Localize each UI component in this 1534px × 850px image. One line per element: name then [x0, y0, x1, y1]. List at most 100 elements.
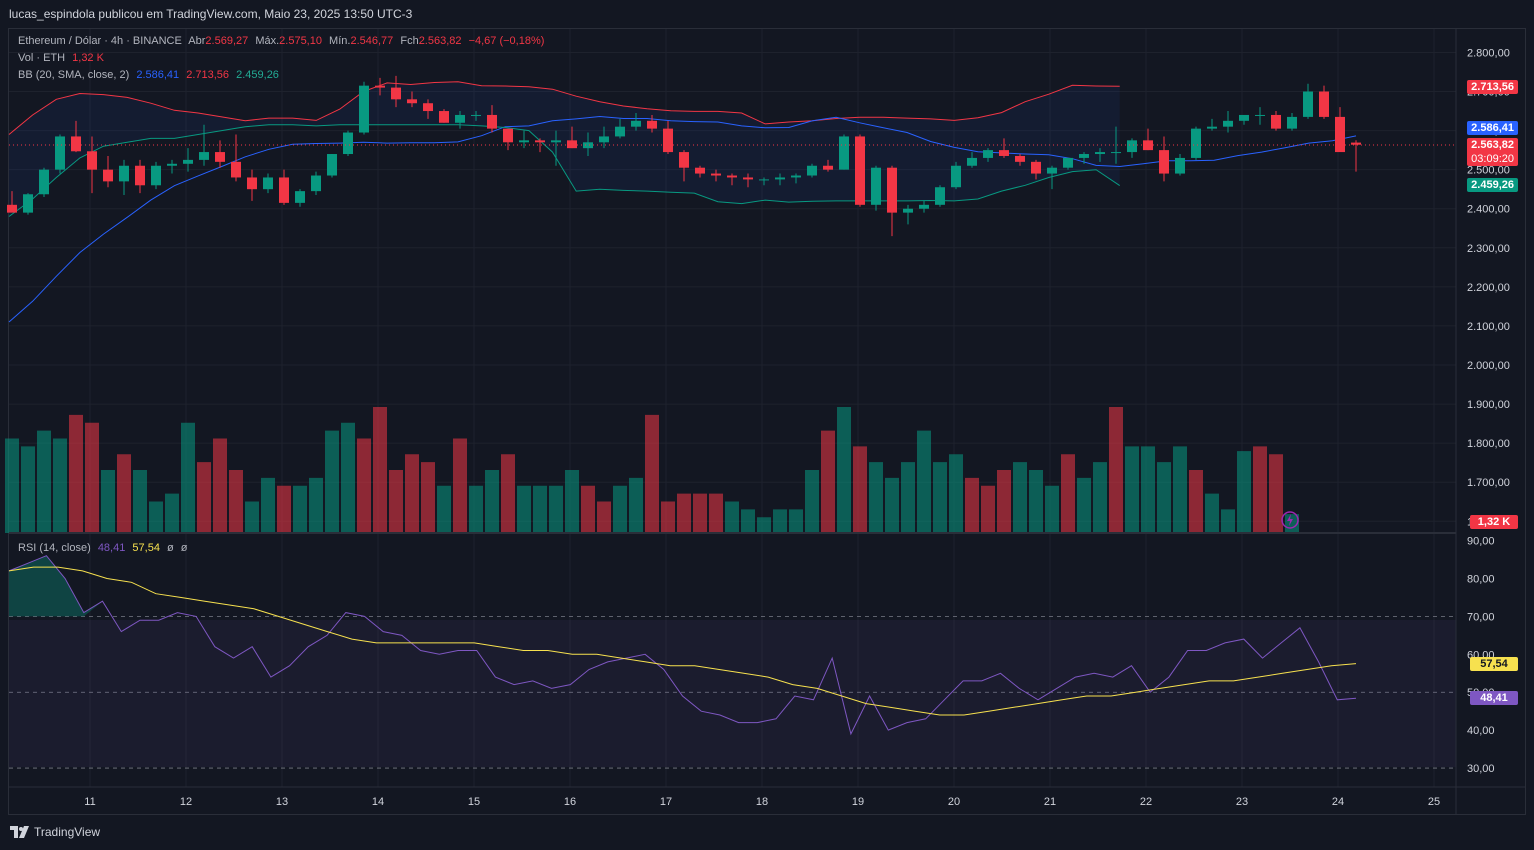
volume-bar: [741, 509, 755, 533]
volume-bar: [437, 485, 451, 533]
candle-body: [1127, 140, 1137, 153]
low-label: Mín.: [329, 35, 351, 47]
candle-body: [1031, 161, 1041, 174]
candle-body: [455, 114, 465, 123]
candle-body: [1271, 114, 1281, 129]
volume-bar: [5, 438, 19, 533]
volume-bar: [117, 454, 131, 533]
volume-bar: [1221, 509, 1235, 533]
candle-body: [167, 163, 177, 166]
price-axis: 2.800,002.700,002.600,002.500,002.400,00…: [1467, 47, 1510, 528]
time-tick-label: 11: [84, 796, 95, 808]
candle-body: [679, 152, 689, 168]
volume-bar: [1061, 454, 1075, 533]
rsi-tick-label: 40,00: [1467, 725, 1495, 737]
candle-body: [1047, 167, 1057, 174]
volume-bar: [485, 470, 499, 533]
volume-bar: [981, 485, 995, 533]
grid-lines: [9, 29, 1456, 787]
volume-bar: [1205, 493, 1219, 533]
tradingview-logo-icon: [10, 826, 29, 838]
candle-body: [1319, 91, 1329, 117]
candle-body: [439, 111, 449, 123]
rsi-label: RSI (14, close): [18, 542, 91, 554]
rsi-tick-label: 90,00: [1467, 536, 1495, 548]
tradingview-logo[interactable]: TradingView: [10, 825, 100, 839]
candle-body: [807, 165, 817, 176]
rsi-empty-2: ø: [180, 542, 188, 554]
time-tick-label: 22: [1140, 796, 1152, 808]
low-value: 2.546,77: [350, 35, 394, 47]
candle-body: [999, 150, 1009, 156]
bb-upper-value: 2.713,56: [186, 69, 230, 81]
rsi-ma-line: [8, 566, 1357, 716]
bb-lower-line: [8, 124, 1120, 217]
candle-body: [903, 208, 913, 213]
candles: [7, 75, 1361, 237]
volume-bar: [37, 430, 51, 533]
volume-bar: [453, 438, 467, 533]
chart-frame[interactable]: [8, 28, 1526, 815]
candle-body: [279, 177, 289, 203]
candle-body: [535, 140, 545, 143]
volume-bar: [757, 517, 771, 533]
change-value: −4,67 (−0,18%): [468, 35, 545, 47]
bollinger-fill: [9, 81, 1120, 217]
volume-bar: [885, 477, 899, 533]
volume-bar: [629, 477, 643, 533]
rsi-overbought-fill: [9, 555, 103, 617]
volume-bar: [293, 485, 307, 533]
volume-bar: [277, 485, 291, 533]
volume-bar: [165, 493, 179, 533]
bb-legend[interactable]: BB (20, SMA, close, 2) 2.586,41 2.713,56…: [18, 69, 283, 81]
candle-body: [1223, 120, 1233, 127]
candle-body: [1175, 157, 1185, 174]
candle-body: [55, 136, 65, 170]
volume-bar: [949, 454, 963, 533]
volume-bar: [709, 493, 723, 533]
volume-bar: [837, 407, 851, 533]
candle-body: [887, 167, 897, 213]
price-tick-label: 2.800,00: [1467, 47, 1510, 59]
volume-bar: [1189, 470, 1203, 533]
volume-bar: [917, 430, 931, 533]
main-legend[interactable]: Ethereum / Dólar · 4h · BINANCE Abr2.569…: [18, 35, 548, 47]
volume-bar: [597, 501, 611, 533]
bb-basis-line: [8, 115, 1357, 323]
volume-bar: [565, 470, 579, 533]
candle-body: [295, 191, 305, 203]
rsi-legend[interactable]: RSI (14, close) 48,41 57,54 ø ø: [18, 542, 192, 554]
candle-body: [7, 204, 17, 213]
volume-bar: [325, 430, 339, 533]
volume-bar: [69, 414, 83, 533]
volume-legend[interactable]: Vol · ETH 1,32 K: [18, 52, 108, 64]
rsi-line: [8, 555, 1357, 736]
volume-bar: [149, 501, 163, 533]
volume-bar: [901, 462, 915, 533]
volume-bar: [581, 485, 595, 533]
volume-bar: [213, 438, 227, 533]
candle-body: [103, 169, 113, 182]
volume-bar: [245, 501, 259, 533]
candle-body: [711, 173, 721, 176]
candle-body: [695, 167, 705, 174]
candle-body: [1207, 126, 1217, 129]
volume-bar: [501, 454, 515, 533]
bb-basis-tag: 2.586,41: [1467, 121, 1518, 135]
volume-bar: [53, 438, 67, 533]
volume-bar: [405, 454, 419, 533]
alert-icon[interactable]: [1281, 511, 1299, 529]
price-tick-label: 1.800,00: [1467, 438, 1510, 450]
rsi-ma-value: 57,54: [132, 542, 160, 554]
candle-body: [151, 165, 161, 186]
candle-body: [343, 132, 353, 155]
open-value: 2.569,27: [205, 35, 249, 47]
candle-body: [359, 85, 369, 133]
bollinger-lines: [8, 81, 1357, 323]
volume-bar: [85, 422, 99, 533]
candle-body: [791, 175, 801, 178]
candle-body: [487, 114, 497, 129]
bb-upper-tag: 2.713,56: [1467, 80, 1518, 94]
